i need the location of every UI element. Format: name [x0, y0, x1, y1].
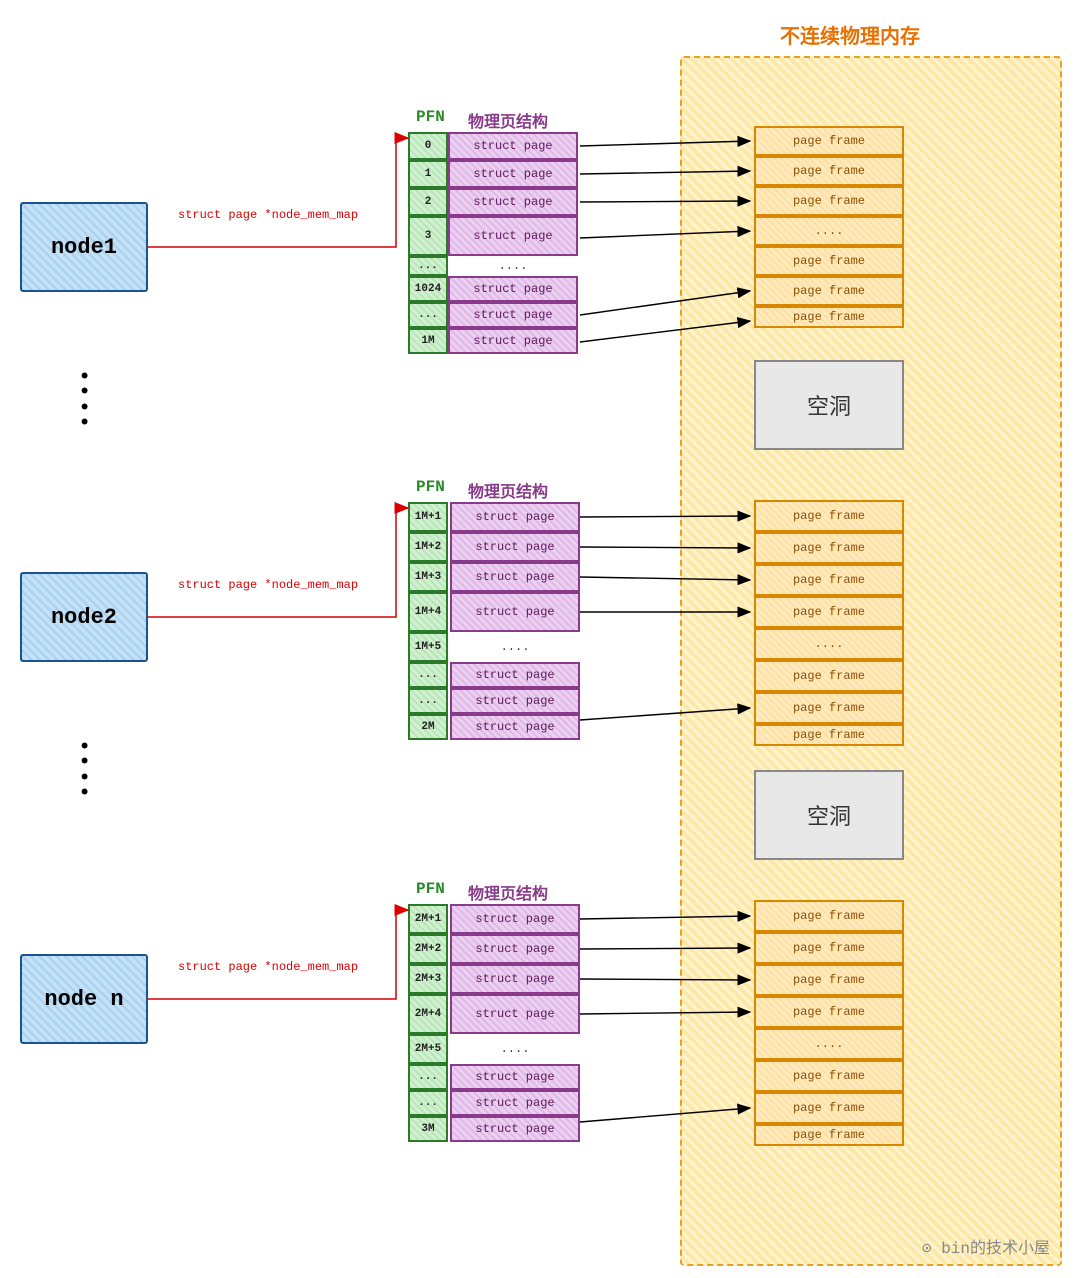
- node-box-1: node1: [20, 202, 148, 292]
- pfn-header: PFN: [416, 478, 445, 496]
- page-frame-cell: page frame: [754, 276, 904, 306]
- memory-hole: 空洞: [754, 360, 904, 450]
- struct-page-cell: struct page: [448, 160, 578, 188]
- pfn-cell: 1M+5: [408, 632, 448, 662]
- pfn-header: PFN: [416, 108, 445, 126]
- pfn-cell: 2M+1: [408, 904, 448, 934]
- pfn-cell: 0: [408, 132, 448, 160]
- struct-page-cell: struct page: [450, 994, 580, 1034]
- pfn-cell: ...: [408, 688, 448, 714]
- struct-header: 物理页结构: [468, 880, 548, 904]
- pfn-cell: 1M+4: [408, 592, 448, 632]
- page-frame-cell: page frame: [754, 964, 904, 996]
- page-frame-cell: page frame: [754, 996, 904, 1028]
- page-frame-cell: page frame: [754, 306, 904, 328]
- pfn-cell: ...: [408, 1090, 448, 1116]
- vdots: ••••: [78, 370, 91, 432]
- struct-page-cell: struct page: [450, 562, 580, 592]
- struct-page-cell: struct page: [448, 276, 578, 302]
- pfn-cell: 1024: [408, 276, 448, 302]
- frame-dots-cell: ....: [754, 628, 904, 660]
- node-label: node2: [51, 605, 117, 630]
- memory-hole: 空洞: [754, 770, 904, 860]
- vdots: ••••: [78, 740, 91, 802]
- struct-page-cell: struct page: [450, 532, 580, 562]
- page-frame-cell: page frame: [754, 1060, 904, 1092]
- struct-page-cell: struct page: [450, 1116, 580, 1142]
- pointer-label: struct page *node_mem_map: [178, 578, 358, 592]
- struct-page-cell: struct page: [450, 688, 580, 714]
- node-box-n: node n: [20, 954, 148, 1044]
- struct-page-cell: struct page: [448, 216, 578, 256]
- struct-page-cell: struct page: [448, 132, 578, 160]
- node-box-2: node2: [20, 572, 148, 662]
- page-frame-cell: page frame: [754, 532, 904, 564]
- pfn-header: PFN: [416, 880, 445, 898]
- pfn-cell: 2: [408, 188, 448, 216]
- pfn-cell: 3M: [408, 1116, 448, 1142]
- watermark: ⊙ bin的技术小屋: [922, 1234, 1050, 1258]
- page-frame-cell: page frame: [754, 500, 904, 532]
- dots-cell: ....: [448, 256, 578, 276]
- page-frame-cell: page frame: [754, 900, 904, 932]
- page-frame-cell: page frame: [754, 246, 904, 276]
- page-frame-cell: page frame: [754, 1124, 904, 1146]
- page-frame-cell: page frame: [754, 932, 904, 964]
- pfn-cell: 1: [408, 160, 448, 188]
- page-frame-cell: page frame: [754, 156, 904, 186]
- struct-page-cell: struct page: [450, 1064, 580, 1090]
- page-frame-cell: page frame: [754, 186, 904, 216]
- page-frame-cell: page frame: [754, 724, 904, 746]
- pfn-cell: 1M: [408, 328, 448, 354]
- frame-dots-cell: ....: [754, 1028, 904, 1060]
- struct-page-cell: struct page: [450, 934, 580, 964]
- pointer-label: struct page *node_mem_map: [178, 960, 358, 974]
- memory-title: 不连续物理内存: [780, 20, 920, 50]
- node-label: node1: [51, 235, 117, 260]
- page-frame-cell: page frame: [754, 692, 904, 724]
- pfn-cell: 2M+5: [408, 1034, 448, 1064]
- struct-page-cell: struct page: [450, 964, 580, 994]
- page-frame-cell: page frame: [754, 126, 904, 156]
- page-frame-cell: page frame: [754, 1092, 904, 1124]
- struct-header: 物理页结构: [468, 478, 548, 502]
- node-label: node n: [44, 987, 123, 1012]
- struct-page-cell: struct page: [450, 1090, 580, 1116]
- struct-page-cell: struct page: [448, 188, 578, 216]
- pfn-cell: 3: [408, 216, 448, 256]
- dots-cell: ....: [450, 1034, 580, 1064]
- pfn-cell: ...: [408, 302, 448, 328]
- struct-header: 物理页结构: [468, 108, 548, 132]
- struct-page-cell: struct page: [448, 328, 578, 354]
- page-frame-cell: page frame: [754, 660, 904, 692]
- struct-page-cell: struct page: [450, 714, 580, 740]
- pfn-cell: ...: [408, 256, 448, 276]
- pfn-cell: 2M+3: [408, 964, 448, 994]
- dots-cell: ....: [450, 632, 580, 662]
- pfn-cell: ...: [408, 1064, 448, 1090]
- struct-page-cell: struct page: [450, 592, 580, 632]
- pfn-cell: 2M: [408, 714, 448, 740]
- frame-dots-cell: ....: [754, 216, 904, 246]
- pfn-cell: ...: [408, 662, 448, 688]
- pfn-cell: 2M+4: [408, 994, 448, 1034]
- pfn-cell: 1M+3: [408, 562, 448, 592]
- struct-page-cell: struct page: [450, 904, 580, 934]
- page-frame-cell: page frame: [754, 564, 904, 596]
- struct-page-cell: struct page: [450, 662, 580, 688]
- pfn-cell: 2M+2: [408, 934, 448, 964]
- pfn-cell: 1M+1: [408, 502, 448, 532]
- pointer-label: struct page *node_mem_map: [178, 208, 358, 222]
- struct-page-cell: struct page: [450, 502, 580, 532]
- pfn-cell: 1M+2: [408, 532, 448, 562]
- page-frame-cell: page frame: [754, 596, 904, 628]
- struct-page-cell: struct page: [448, 302, 578, 328]
